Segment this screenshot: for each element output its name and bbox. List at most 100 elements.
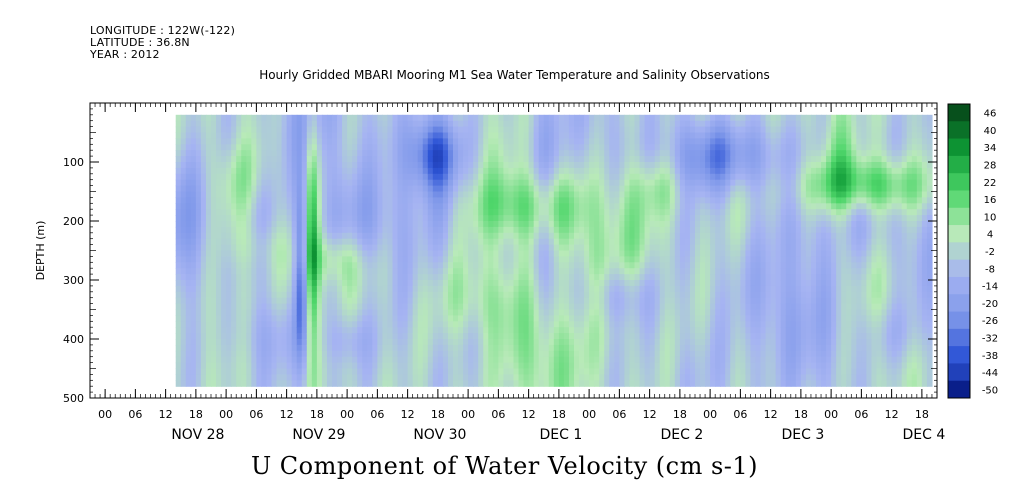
- heatmap-cell: [306, 185, 313, 193]
- heatmap-cell: [689, 262, 696, 269]
- heatmap-cell: [599, 156, 605, 163]
- heatmap-cell: [498, 150, 505, 157]
- heatmap-cell: [563, 315, 570, 322]
- heatmap-cell: [362, 203, 368, 210]
- heatmap-cell: [528, 339, 535, 346]
- heatmap-cell: [720, 232, 726, 240]
- heatmap-cell: [211, 244, 217, 252]
- heatmap-cell: [599, 221, 605, 228]
- heatmap-cell: [427, 150, 434, 157]
- heatmap-cell: [372, 185, 378, 193]
- heatmap-cell: [306, 374, 313, 381]
- heatmap-cell: [619, 356, 626, 364]
- heatmap-cell: [321, 285, 328, 293]
- heatmap-cell: [301, 374, 308, 381]
- heatmap-cell: [700, 262, 706, 269]
- heatmap-cell: [407, 297, 414, 305]
- heatmap-cell: [513, 191, 520, 198]
- heatmap-cell: [594, 350, 600, 358]
- heatmap-cell: [195, 374, 202, 381]
- heatmap-cell: [211, 185, 217, 193]
- heatmap-cell: [674, 344, 681, 352]
- heatmap-cell: [710, 138, 716, 145]
- heatmap-cell: [695, 197, 701, 204]
- heatmap-cell: [332, 150, 338, 157]
- heatmap-cell: [241, 191, 247, 198]
- heatmap-cell: [473, 167, 479, 175]
- heatmap-cell: [387, 162, 394, 169]
- heatmap-cell: [543, 344, 550, 352]
- heatmap-cell: [654, 285, 661, 293]
- heatmap-cell: [579, 191, 585, 198]
- heatmap-cell: [352, 156, 358, 163]
- heatmap-cell: [649, 362, 656, 370]
- heatmap-cell: [266, 327, 273, 334]
- heatmap-cell: [367, 179, 373, 187]
- heatmap-cell: [493, 333, 499, 340]
- heatmap-cell: [221, 362, 227, 370]
- heatmap-cell: [397, 262, 404, 269]
- heatmap-cell: [599, 209, 605, 216]
- heatmap-cell: [624, 114, 631, 122]
- heatmap-cell: [362, 368, 368, 375]
- heatmap-cell: [216, 321, 222, 328]
- heatmap-cell: [684, 256, 691, 263]
- heatmap-cell: [609, 215, 615, 222]
- heatmap-cell: [674, 156, 681, 163]
- heatmap-cell: [689, 120, 696, 128]
- heatmap-cell: [669, 280, 676, 287]
- heatmap-cell: [372, 120, 378, 128]
- heatmap-cell: [261, 215, 268, 222]
- heatmap-cell: [236, 173, 242, 181]
- heatmap-cell: [236, 221, 242, 228]
- heatmap-cell: [301, 150, 308, 157]
- heatmap-cell: [488, 327, 494, 334]
- heatmap-cell: [211, 226, 217, 234]
- heatmap-cell: [659, 344, 666, 352]
- heatmap-cell: [256, 374, 263, 381]
- heatmap-cell: [523, 333, 530, 340]
- heatmap-cell: [332, 179, 338, 187]
- heatmap-cell: [337, 120, 343, 128]
- heatmap-cell: [543, 368, 550, 375]
- heatmap-cell: [513, 256, 520, 263]
- heatmap-cell: [427, 191, 434, 198]
- heatmap-cell: [432, 344, 439, 352]
- heatmap-cell: [684, 132, 691, 139]
- heatmap-cell: [609, 280, 615, 287]
- heatmap-cell: [508, 197, 515, 204]
- heatmap-cell: [679, 191, 686, 198]
- heatmap-cell: [432, 291, 439, 299]
- heatmap-cell: [392, 221, 399, 228]
- heatmap-cell: [629, 162, 636, 169]
- heatmap-cell: [236, 274, 242, 281]
- heatmap-cell: [599, 315, 605, 322]
- heatmap-cell: [710, 162, 716, 169]
- heatmap-cell: [200, 362, 207, 370]
- heatmap-cell: [332, 238, 338, 246]
- heatmap-cell: [236, 315, 242, 322]
- heatmap-cell: [422, 191, 429, 198]
- heatmap-cell: [538, 156, 545, 163]
- heatmap-cell: [654, 120, 661, 128]
- heatmap-cell: [604, 315, 610, 322]
- heatmap-cell: [568, 327, 575, 334]
- heatmap-cell: [347, 238, 353, 246]
- heatmap-cell: [684, 327, 691, 334]
- heatmap-cell: [432, 173, 439, 181]
- heatmap-cell: [584, 114, 590, 122]
- heatmap-cell: [231, 226, 237, 234]
- heatmap-cell: [684, 156, 691, 163]
- heatmap-cell: [261, 333, 268, 340]
- heatmap-cell: [397, 238, 404, 246]
- heatmap-cell: [372, 250, 378, 257]
- heatmap-cell: [226, 315, 232, 322]
- heatmap-cell: [639, 144, 646, 151]
- heatmap-cell: [604, 256, 610, 263]
- heatmap-cell: [574, 303, 580, 311]
- heatmap-cell: [367, 203, 373, 210]
- heatmap-cell: [266, 315, 273, 322]
- heatmap-cell: [347, 132, 353, 139]
- heatmap-cell: [508, 280, 515, 287]
- heatmap-cell: [432, 226, 439, 234]
